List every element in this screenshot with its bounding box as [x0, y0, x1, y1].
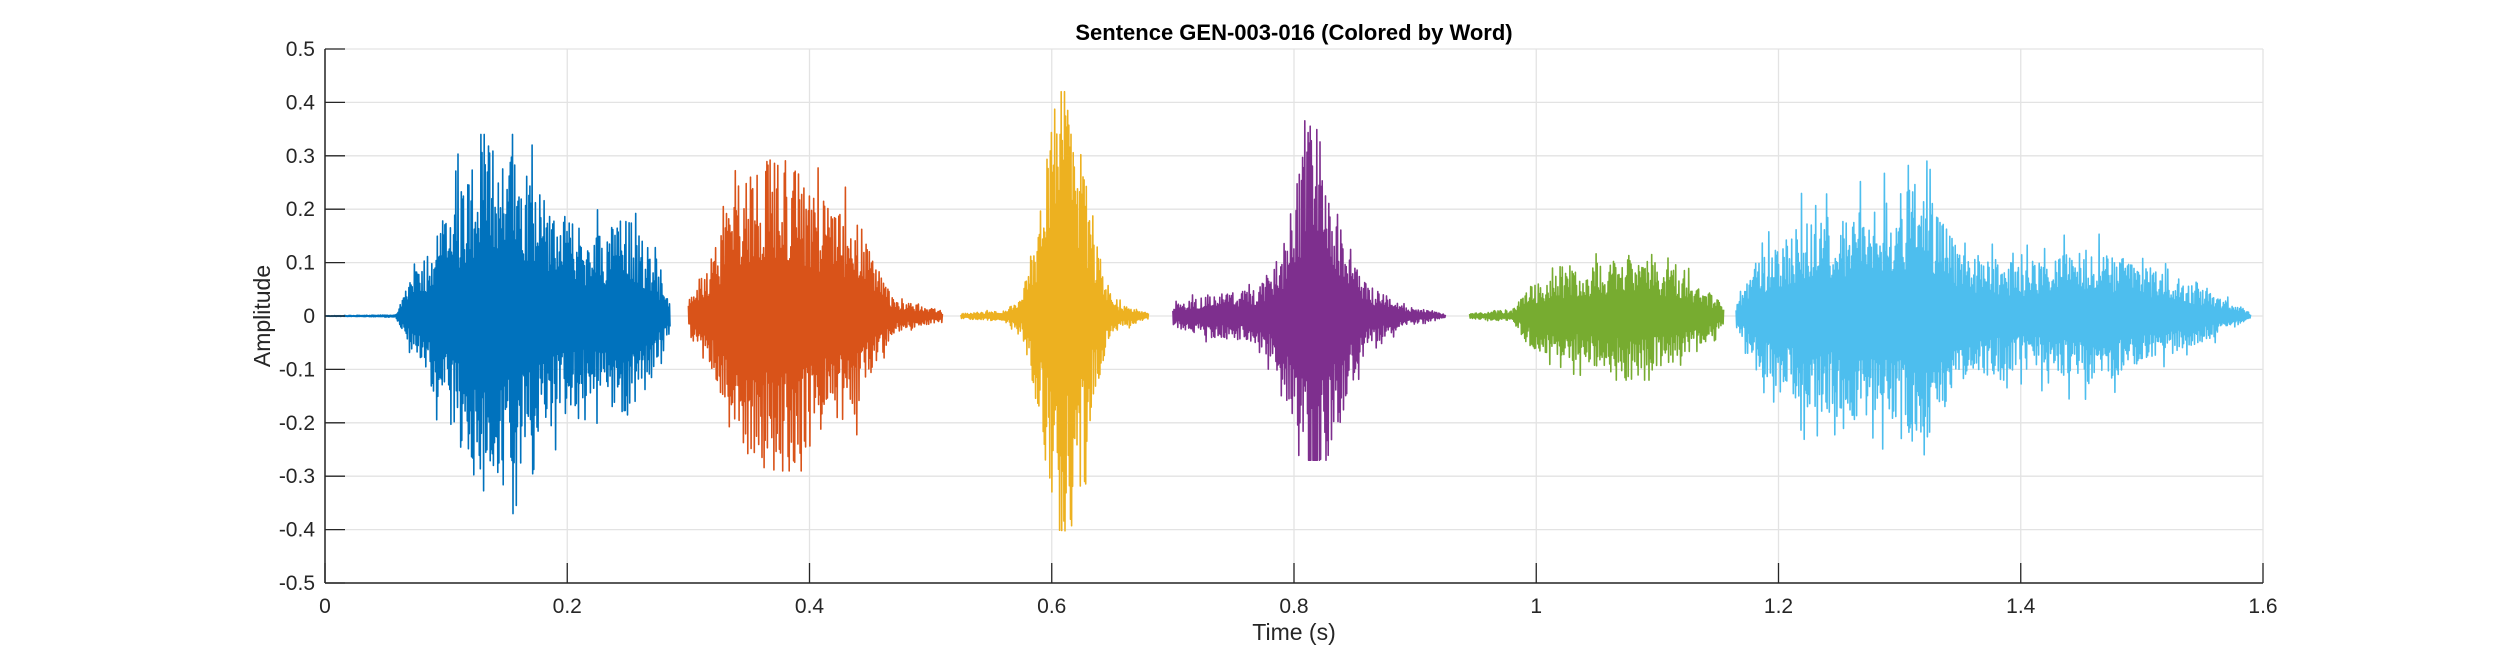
- x-tick-label: 1.4: [2006, 595, 2036, 618]
- y-tick-label: 0.5: [286, 38, 315, 61]
- word-waveform-3: [960, 90, 1150, 532]
- word-waveform-6: [1735, 160, 2252, 456]
- x-tick-label: 0.8: [1279, 595, 1308, 618]
- y-tick-label: 0.1: [286, 252, 315, 275]
- x-tick-label: 0.2: [553, 595, 582, 618]
- y-tick-label: -0.4: [279, 519, 316, 542]
- y-tick-label: 0.2: [286, 198, 315, 221]
- y-tick-label: 0.4: [286, 91, 316, 114]
- x-tick-label: 1: [1530, 595, 1542, 618]
- word-waveform-4: [1172, 120, 1447, 462]
- y-tick-label: -0.3: [279, 465, 315, 488]
- x-axis-label: Time (s): [1252, 619, 1335, 645]
- x-tick-label: 1.2: [1764, 595, 1793, 618]
- x-tick-label: 1.6: [2248, 595, 2277, 618]
- y-tick-label: -0.1: [279, 358, 315, 381]
- y-tick-label: 0.3: [286, 145, 315, 168]
- word-waveform-1: [324, 133, 671, 515]
- y-tick-label: -0.2: [279, 412, 315, 435]
- word-waveform-5: [1468, 253, 1725, 381]
- x-tick-label: 0.4: [795, 595, 825, 618]
- x-tick-label: 0.6: [1037, 595, 1066, 618]
- y-tick-label: -0.5: [279, 572, 315, 595]
- y-axis-label: Amplitude: [249, 265, 275, 367]
- chart-title: Sentence GEN-003-016 (Colored by Word): [1075, 20, 1512, 45]
- x-tick-label: 0: [319, 595, 331, 618]
- waveform-series: [324, 90, 2252, 532]
- word-waveform-2: [687, 159, 944, 472]
- axes: 0 0.2 0.4 0.6 0.8 1 1.2 1.4 1.6 -0.5 -0.4 -0.3 -0.2 -…: [279, 38, 2278, 618]
- y-tick-label: 0: [303, 305, 315, 328]
